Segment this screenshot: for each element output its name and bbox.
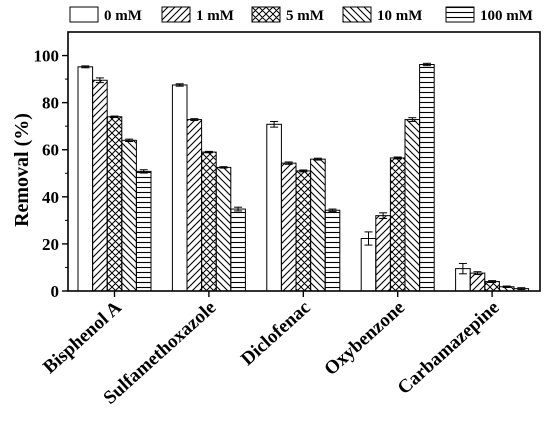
bar-0-mm-3: [360, 237, 377, 292]
bar-100-mm-1: [230, 208, 246, 292]
legend-label-0-mm: 0 mM: [104, 8, 142, 24]
bar-10-mm-2: [310, 158, 326, 292]
legend-swatch-0-mm: [69, 6, 99, 23]
bar-10-mm-0: [121, 139, 137, 292]
bar-100-mm-2: [324, 209, 341, 292]
y-tick-label: 80: [42, 94, 59, 113]
legend: 0 mM 1 mM 5 mM 10 mM 100 mM: [69, 6, 533, 24]
bar-0-mm-0: [77, 66, 94, 292]
y-tick-label: 100: [34, 47, 60, 66]
bar-5-mm-2: [295, 170, 312, 292]
bar-1-mm-2: [280, 162, 297, 292]
legend-swatch-100-mm: [445, 6, 475, 23]
bar-5-mm-0: [106, 116, 123, 292]
x-tick-label-2: Diclofenac: [237, 297, 315, 370]
y-tick-label: 20: [42, 235, 59, 254]
y-axis-title: Removal (%): [11, 113, 33, 227]
bar-0-mm-2: [266, 123, 282, 292]
legend-label-100-mm: 100 mM: [480, 8, 533, 24]
legend-swatch-10-mm: [342, 6, 372, 23]
legend-swatch-5-mm: [251, 6, 281, 23]
x-tick-label-4: Carbamazepine: [394, 297, 504, 399]
x-tick-label-3: Oxybenzone: [320, 297, 409, 380]
legend-label-1-mm: 1 mM: [196, 8, 234, 24]
legend-label-5-mm: 5 mM: [286, 8, 324, 24]
bars: [77, 62, 530, 292]
bar-1-mm-4: [469, 272, 486, 292]
y-tick-label: 60: [42, 141, 59, 160]
bar-1-mm-0: [92, 79, 108, 292]
x-tick-label-0: Bisphenol A: [39, 297, 126, 378]
bar-1-mm-1: [186, 119, 203, 292]
bar-5-mm-3: [389, 157, 406, 292]
y-tick-label: 0: [51, 282, 60, 301]
bar-1-mm-3: [375, 215, 391, 292]
legend-swatch-1-mm: [161, 6, 191, 23]
plot-frame: [67, 31, 541, 292]
bar-0-mm-1: [171, 84, 188, 292]
legend-label-10-mm: 10 mM: [377, 8, 422, 24]
bar-10-mm-3: [404, 119, 421, 292]
bar-5-mm-1: [201, 151, 217, 292]
bar-10-mm-1: [215, 166, 232, 292]
bar-100-mm-0: [135, 170, 152, 292]
y-tick-label: 40: [42, 188, 59, 207]
bar-100-mm-3: [419, 63, 435, 292]
